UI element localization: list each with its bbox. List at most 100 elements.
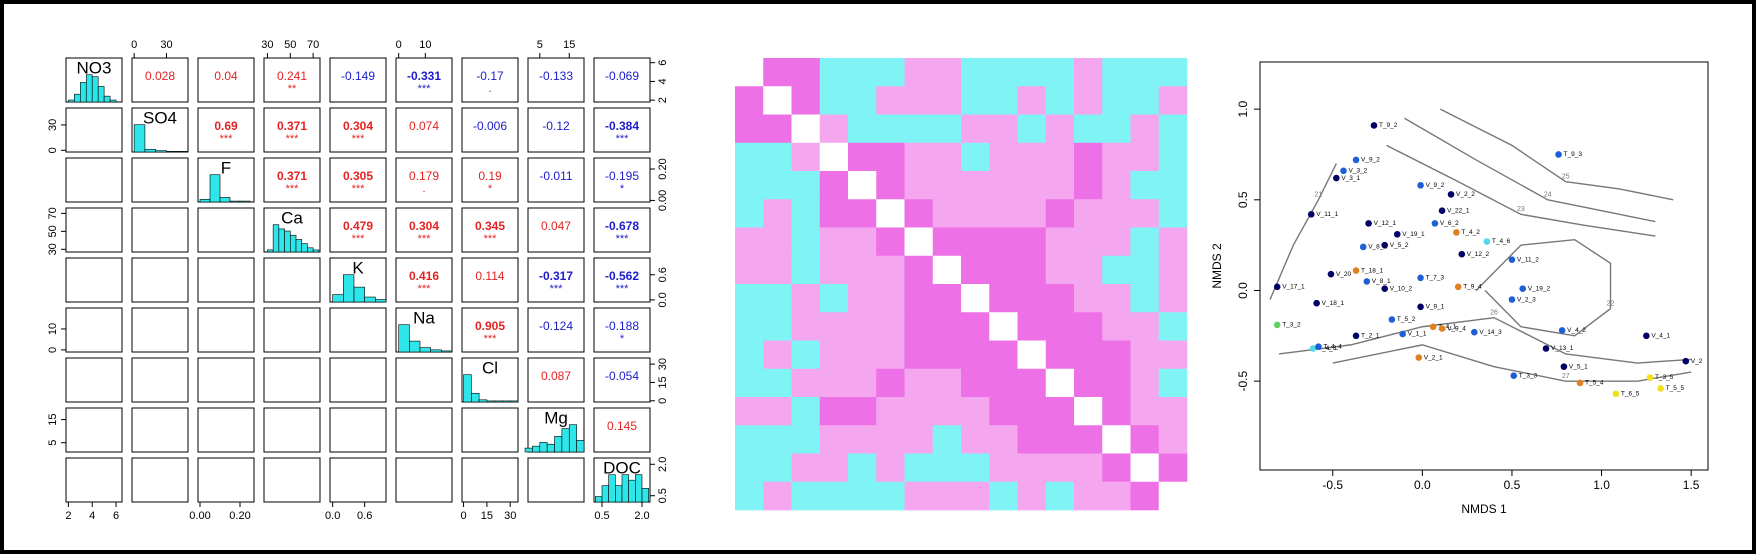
significance-stars: *: [620, 183, 625, 195]
point-label: V_2_3: [1517, 296, 1536, 303]
panel-frame: [395, 457, 453, 503]
histogram-bar: [229, 200, 241, 203]
correlation-value: 0.028: [145, 69, 175, 83]
heatmap-cell: [791, 481, 821, 511]
panel-frame: [263, 57, 321, 103]
heatmap-cell: [1074, 58, 1103, 87]
heatmap-cell: [1130, 142, 1160, 172]
heatmap-cell: [989, 453, 1018, 483]
histogram-bar: [615, 485, 623, 503]
heatmap-cell: [989, 340, 1018, 370]
y-tick-label: 0.00: [657, 190, 669, 211]
heatmap-cell: [989, 397, 1018, 426]
heatmap-cell: [932, 227, 962, 257]
x-tick-label: 0.20: [229, 510, 250, 522]
heatmap-cell: [819, 255, 849, 285]
significance-stars: ***: [286, 133, 300, 145]
histogram-bar: [546, 443, 555, 453]
heatmap-cell: [819, 171, 849, 200]
panel-frame: [461, 107, 519, 153]
heatmap-cell: [904, 481, 934, 511]
heatmap-cell: [932, 114, 962, 144]
heatmap-cell: [1102, 453, 1131, 483]
heatmap-cell: [763, 453, 792, 483]
heatmap-cell: [989, 255, 1018, 285]
histogram-bar: [608, 474, 616, 503]
point-label: V_3_2: [1349, 168, 1368, 175]
heatmap-cell: [791, 227, 821, 257]
heatmap-cell: [791, 368, 821, 398]
point: [1508, 296, 1516, 303]
heatmap-cell: [791, 142, 821, 172]
heatmap-cell: [1130, 397, 1160, 426]
heatmap-cell: [1102, 86, 1131, 115]
heatmap-cell: [1074, 171, 1103, 200]
point-label: V_9_2: [1361, 157, 1380, 164]
panel-frame: [461, 157, 519, 203]
point: [1576, 379, 1584, 387]
significance-stars: ***: [484, 333, 498, 345]
heatmap-cell: [1017, 312, 1047, 341]
heatmap-cell: [1074, 114, 1103, 144]
histogram-bar: [539, 441, 548, 453]
heatmap-cell: [876, 255, 905, 285]
correlation-value: 0.179: [409, 169, 439, 183]
histogram-bar: [144, 148, 156, 153]
point-label: V_11_1: [1316, 211, 1338, 218]
heatmap-cell: [961, 284, 990, 313]
heatmap-cell: [961, 114, 990, 144]
x-tick-label: 0: [131, 39, 137, 51]
point-label: V_19_1: [1402, 231, 1425, 238]
significance-stars: ***: [418, 283, 432, 295]
point-label: T_9_2: [1379, 122, 1398, 129]
panel-frame: [329, 157, 387, 203]
heatmap-cell: [876, 425, 905, 454]
heatmap-cell: [961, 340, 990, 370]
histogram-bar: [97, 86, 105, 103]
correlation-value: 0.479: [343, 219, 373, 233]
histogram-bar: [295, 239, 303, 253]
heatmap-cell: [1102, 397, 1131, 426]
panel-frame: [593, 357, 651, 403]
heatmap-cell: [848, 142, 877, 172]
correlation-value: 0.19: [478, 169, 502, 183]
panel-frame: [197, 457, 255, 503]
heatmap-cell: [1017, 284, 1047, 313]
heatmap-cell: [1130, 340, 1160, 370]
heatmap-cell: [1158, 481, 1188, 511]
point: [1359, 243, 1367, 251]
point: [1612, 390, 1620, 398]
histogram-bar: [312, 249, 320, 253]
heatmap-cell: [932, 312, 962, 341]
correlation-value: -0.678: [605, 219, 639, 233]
significance-stars: .: [488, 83, 491, 95]
point-label: T_4_4: [1323, 343, 1342, 350]
histogram-bar: [628, 479, 636, 503]
correlation-value: 0.345: [475, 219, 505, 233]
x-tick-label: -0.5: [1322, 478, 1343, 492]
heatmap-cell: [791, 397, 821, 426]
heatmap-cell: [876, 114, 905, 144]
heatmap-cell: [1130, 255, 1160, 285]
point-label: T_5_5: [1666, 385, 1685, 392]
x-tick-label: 0.6: [357, 510, 372, 522]
point: [1429, 323, 1437, 331]
histogram-bar: [353, 286, 365, 303]
heatmap-cell: [735, 227, 764, 257]
panel-frame: [527, 307, 585, 353]
heatmap-cell: [989, 114, 1018, 144]
panel-frame: [197, 107, 255, 153]
point-label: V_17_1: [1282, 284, 1305, 291]
heatmap-cell: [791, 171, 821, 200]
histogram-bar: [85, 74, 93, 103]
x-tick-label: 0.0: [325, 510, 340, 522]
panel-frame: [593, 407, 651, 453]
heatmap-cell: [735, 397, 764, 426]
significance-stars: ***: [220, 133, 234, 145]
point: [1542, 345, 1550, 352]
panel-frame: [329, 307, 387, 353]
histogram-bar: [486, 400, 495, 403]
panel-frame: [593, 257, 651, 303]
heatmap-cell: [735, 425, 764, 454]
